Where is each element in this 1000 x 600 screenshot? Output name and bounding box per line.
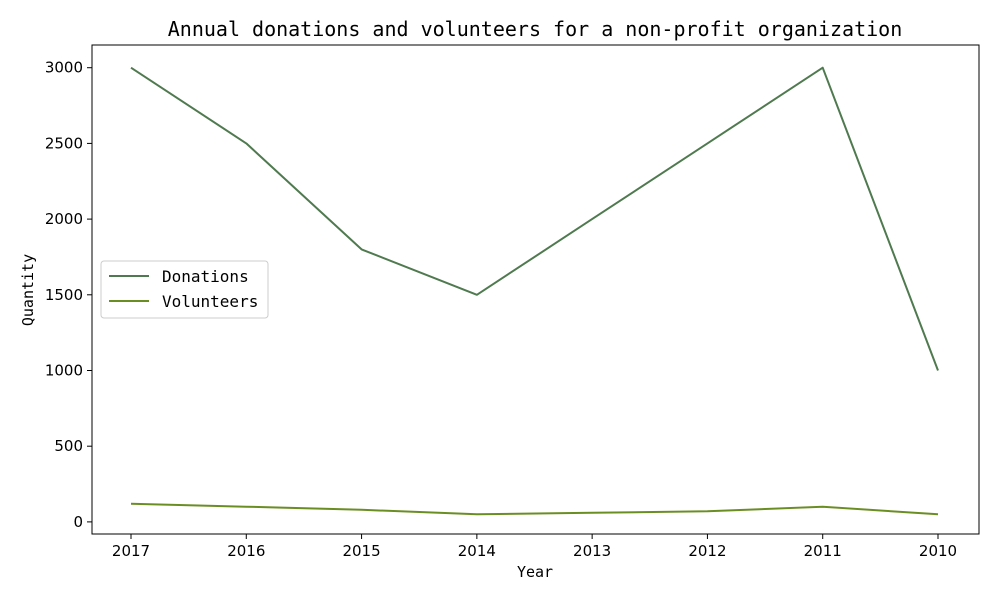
x-tick-label: 2017 xyxy=(112,542,150,560)
legend-label-volunteers: Volunteers xyxy=(162,292,258,311)
x-tick-label: 2014 xyxy=(458,542,496,560)
series-lines xyxy=(130,66,939,516)
chart-title: Annual donations and volunteers for a no… xyxy=(168,17,903,41)
x-tick-label: 2015 xyxy=(342,542,380,560)
series-line-donations xyxy=(130,66,939,371)
x-tick-label: 2013 xyxy=(573,542,611,560)
x-tick-label: 2010 xyxy=(919,542,957,560)
y-tick-label: 2000 xyxy=(45,210,83,228)
x-axis: 2017 2016 2015 2014 2013 2012 2011 2010 xyxy=(112,534,957,560)
x-tick-label: 2011 xyxy=(804,542,842,560)
y-tick-label: 1000 xyxy=(45,361,83,379)
y-tick-label: 1500 xyxy=(45,286,83,304)
y-axis: 0 500 1000 1500 2000 2500 3000 xyxy=(45,59,92,531)
series-line-volunteers xyxy=(130,502,939,516)
y-tick-label: 3000 xyxy=(45,59,83,77)
legend: Donations Volunteers xyxy=(100,260,269,319)
y-tick-label: 2500 xyxy=(45,134,83,152)
x-tick-label: 2012 xyxy=(688,542,726,560)
y-tick-label: 500 xyxy=(54,437,83,455)
x-tick-label: 2016 xyxy=(227,542,265,560)
y-axis-label: Quantity xyxy=(19,254,37,326)
legend-label-donations: Donations xyxy=(162,267,249,286)
x-axis-label: Year xyxy=(517,563,553,581)
y-tick-label: 0 xyxy=(73,513,83,531)
